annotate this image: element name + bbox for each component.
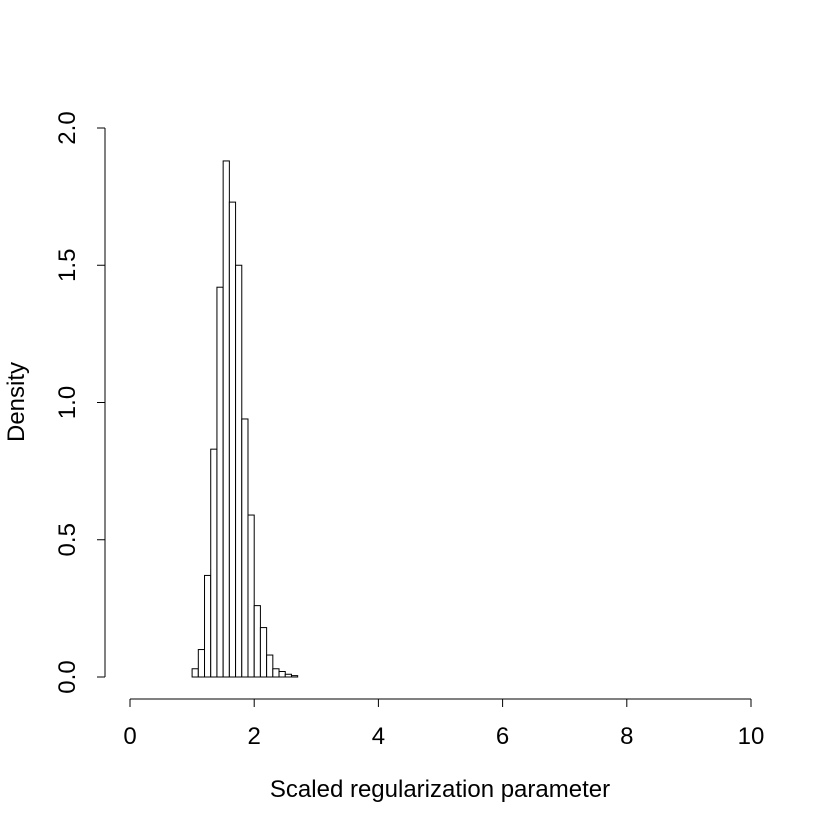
- bar: [266, 654, 274, 678]
- bar: [197, 649, 206, 678]
- bar: [228, 201, 237, 678]
- bar: [278, 671, 286, 678]
- bar: [235, 264, 243, 678]
- bar: [191, 668, 199, 678]
- y-tick-label: 0.0: [54, 660, 81, 693]
- y-tick-label: 2.0: [54, 111, 81, 144]
- y-tick-label: 1.5: [54, 249, 81, 282]
- x-tick-label: 8: [620, 723, 633, 750]
- x-tick-label: 4: [372, 723, 385, 750]
- y-axis-label: Density: [3, 362, 30, 442]
- y-tick-label: 1.0: [54, 386, 81, 419]
- bar: [290, 675, 299, 678]
- x-tick-label: 2: [248, 723, 261, 750]
- bar: [272, 668, 280, 678]
- x-tick-label: 6: [496, 723, 509, 750]
- bar: [247, 514, 255, 678]
- y-tick-label: 0.5: [54, 523, 81, 556]
- x-tick-label: 10: [738, 723, 765, 750]
- x-axis-label: Scaled regularization parameter: [270, 776, 610, 803]
- bar: [259, 627, 268, 678]
- bar: [253, 605, 261, 678]
- bar: [284, 673, 292, 678]
- bar: [241, 418, 249, 678]
- bar: [204, 574, 212, 678]
- bar: [210, 448, 218, 678]
- bar: [222, 160, 230, 678]
- x-tick-label: 0: [123, 723, 136, 750]
- bar: [216, 286, 224, 678]
